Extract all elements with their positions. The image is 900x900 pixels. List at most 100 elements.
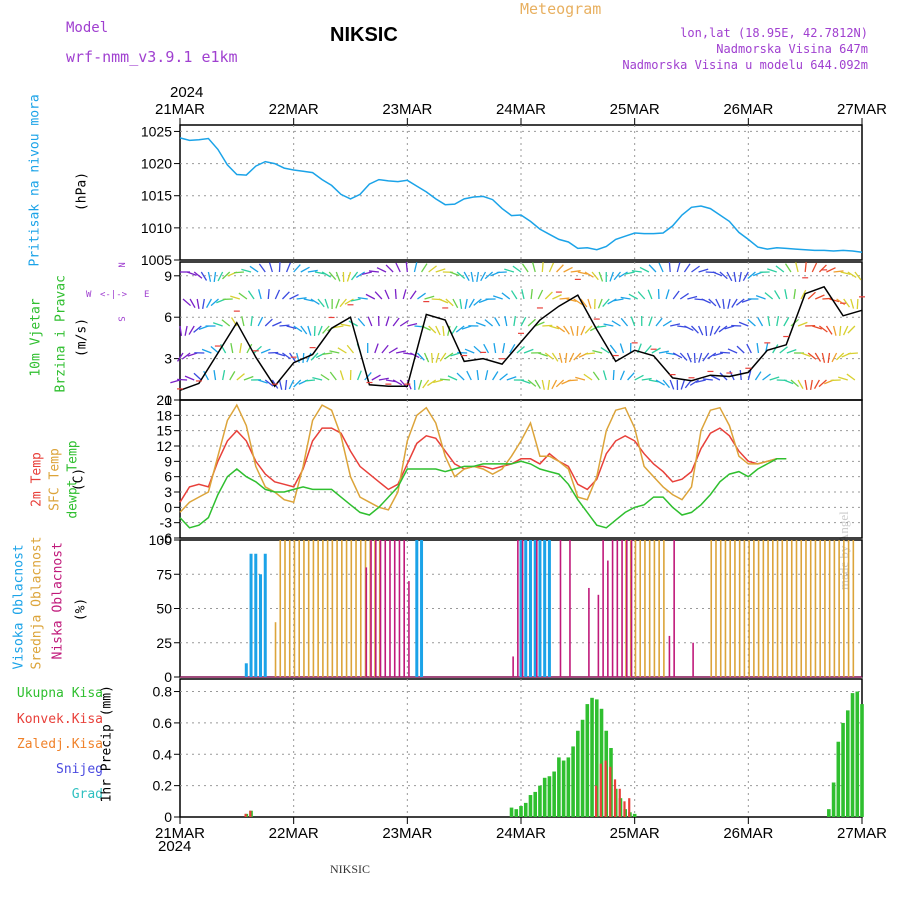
wind-arrow xyxy=(784,263,792,273)
wind-arrow xyxy=(181,352,191,360)
wind-arrow xyxy=(357,318,366,327)
wind-arrow xyxy=(395,350,407,354)
wind-arrow xyxy=(684,325,694,332)
wind-arrow xyxy=(274,289,281,300)
wind-arrow xyxy=(480,271,487,282)
wind-arrow xyxy=(439,352,447,362)
wind-arrow xyxy=(521,263,529,273)
wind-arrow xyxy=(447,325,451,336)
wind-arrow xyxy=(702,352,710,362)
wind-arrow xyxy=(187,352,198,357)
wind-arrow xyxy=(587,298,592,309)
wind-arrow xyxy=(206,298,212,309)
wind-arrow xyxy=(718,325,728,333)
y-tick-label: 18 xyxy=(156,407,172,423)
wind-arrow xyxy=(829,298,840,303)
wind-arrow xyxy=(476,369,480,381)
total-precip-bar xyxy=(523,802,528,817)
wind-arrow xyxy=(627,372,635,381)
wind-arrow xyxy=(634,374,644,381)
wind-arrow xyxy=(203,370,209,381)
wind-arrow xyxy=(530,288,533,300)
wind-arrow xyxy=(399,319,409,327)
wind-arrow xyxy=(329,371,337,381)
wind-arrow xyxy=(576,325,579,337)
wind-arrow xyxy=(184,375,195,381)
wind-arrow xyxy=(322,352,333,355)
model-name: wrf-nmm_v3.9.1 e1km xyxy=(66,48,238,66)
wind-arrow xyxy=(607,298,617,305)
wind-arrow xyxy=(402,289,407,300)
wind-arrow xyxy=(797,321,808,327)
wind-compass: N W <-|-> E S xyxy=(86,262,150,322)
wind-arrow xyxy=(630,316,636,327)
wind-arrow xyxy=(430,352,434,364)
wind-arrow xyxy=(444,352,454,360)
wind-arrow xyxy=(470,271,474,282)
wind-arrow xyxy=(510,290,518,300)
wind-arrow xyxy=(715,298,721,309)
wind-arrow xyxy=(268,262,273,273)
wind-arrow xyxy=(738,271,742,282)
wind-arrow xyxy=(611,320,621,327)
wind-arrow xyxy=(435,325,441,336)
wind-arrow xyxy=(584,325,593,334)
wind-arrow xyxy=(306,352,312,363)
wind-arrow xyxy=(337,347,347,354)
wind-arrow xyxy=(385,316,390,327)
y-tick-label: 15 xyxy=(156,423,172,439)
wind-arrow xyxy=(348,320,358,327)
x-tick-label-bottom: 27MAR xyxy=(837,825,887,842)
wind-arrow xyxy=(193,271,203,279)
total-precip-bar xyxy=(599,708,604,817)
wind-arrow xyxy=(639,266,650,273)
convective-precip-bar xyxy=(613,779,617,817)
wind-arrow xyxy=(537,289,544,300)
wind-arrow xyxy=(504,316,508,327)
wind-arrow xyxy=(413,262,418,273)
x-tick-label-bottom: 23MAR xyxy=(382,825,432,842)
wind-arrow xyxy=(381,344,389,354)
wind-arrow xyxy=(229,371,236,381)
y-tick-label: -6 xyxy=(160,530,173,546)
wind-arrow xyxy=(300,325,308,335)
wind-arrow xyxy=(361,271,372,275)
wind-arrow xyxy=(680,379,686,390)
wind-arrow xyxy=(724,325,735,330)
wind-arrow xyxy=(577,271,588,275)
wind-arrow xyxy=(832,325,837,336)
wind-arrow xyxy=(843,298,851,308)
wind-arrow xyxy=(405,261,408,273)
wind-arrow xyxy=(693,352,696,364)
wind-arrow xyxy=(186,271,197,276)
wind-arrow xyxy=(679,292,689,300)
wind-arrow xyxy=(811,262,818,273)
y-tick-label: 3 xyxy=(164,484,172,500)
wind-arrow xyxy=(282,352,291,360)
wind-arrow xyxy=(293,264,301,273)
wind-arrow xyxy=(230,295,241,300)
wind-arrow xyxy=(378,377,389,381)
precip-label-5: Grad xyxy=(71,787,103,802)
wind-arrow xyxy=(747,271,756,279)
wind-arrow xyxy=(668,261,671,273)
wind-arrow xyxy=(813,379,820,390)
wind-arrow xyxy=(516,346,525,354)
wind-arrow xyxy=(346,344,355,354)
wind-arrow xyxy=(727,298,731,309)
wind-arrow xyxy=(504,268,515,273)
wind-arrow xyxy=(698,352,703,363)
wind-arrow xyxy=(563,266,573,273)
wind-arrow xyxy=(317,325,323,336)
wind-arrow xyxy=(847,325,856,334)
wind-arrow xyxy=(364,372,372,381)
wind-arrow xyxy=(825,325,833,335)
station-title: NIKSIC xyxy=(330,24,398,46)
wind-arrow xyxy=(371,374,381,381)
wind-arrow xyxy=(233,271,244,274)
wind-arrow xyxy=(538,352,548,357)
wind-arrow xyxy=(818,264,827,273)
wind-arrow xyxy=(575,376,586,381)
wind-arrow xyxy=(428,325,437,334)
total-precip-bar xyxy=(860,704,864,817)
